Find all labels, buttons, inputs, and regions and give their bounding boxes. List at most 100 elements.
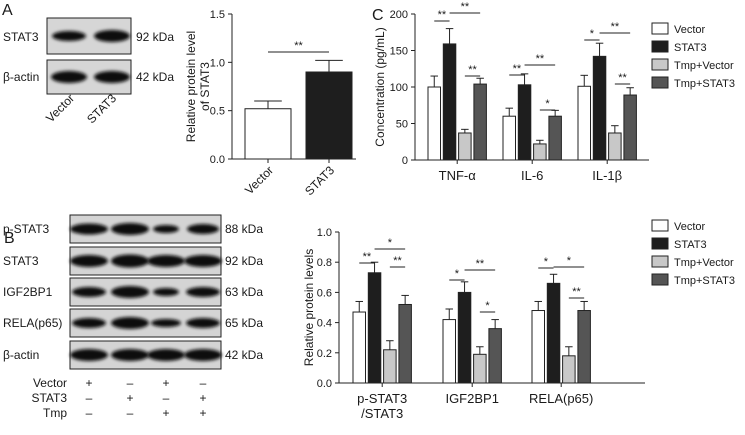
significance-label: ** bbox=[513, 63, 522, 75]
bar bbox=[305, 71, 353, 160]
y-tick-label: 0.8 bbox=[317, 257, 332, 269]
blot-b-band bbox=[187, 224, 219, 234]
blot-a-band bbox=[51, 71, 87, 83]
bar bbox=[473, 353, 487, 384]
bar bbox=[623, 94, 637, 161]
y-tick-label: 0.5 bbox=[210, 106, 225, 118]
legend-label: STAT3 bbox=[674, 239, 707, 251]
bar bbox=[546, 282, 561, 384]
bar bbox=[488, 328, 502, 384]
y-tick-label: 200 bbox=[390, 9, 408, 21]
treatment-mark: – bbox=[127, 406, 134, 420]
significance-label: * bbox=[545, 98, 550, 110]
bar bbox=[427, 86, 441, 161]
blot-b-kda: 92 kDa bbox=[225, 254, 263, 268]
y-tick-label: 150 bbox=[390, 46, 408, 58]
legend-label: Tmp+Vector bbox=[674, 60, 734, 72]
legend-swatch bbox=[651, 58, 669, 71]
legend-label: Vector bbox=[674, 24, 706, 36]
y-tick-label: 1.0 bbox=[317, 227, 332, 239]
chart-a: 0.0 0.5 1.0 1.5 Vector STAT3 ** Relative protei… bbox=[184, 9, 356, 198]
blot-b-kda: 63 kDa bbox=[225, 285, 263, 299]
bar bbox=[244, 108, 292, 160]
x-tick-label: IGF2BP1 bbox=[445, 391, 498, 406]
significance-label: ** bbox=[468, 64, 477, 76]
blot-a-band bbox=[94, 71, 130, 83]
bar bbox=[548, 115, 562, 161]
legend-swatch bbox=[651, 255, 669, 268]
bar bbox=[577, 85, 591, 161]
blot-b-band bbox=[184, 349, 222, 361]
significance-label: ** bbox=[363, 251, 372, 263]
blot-a-kda: 42 kDa bbox=[136, 70, 174, 84]
y-tick-label: 1.0 bbox=[210, 57, 225, 69]
legend-label: Tmp+STAT3 bbox=[674, 78, 735, 90]
significance-label: * bbox=[590, 28, 595, 40]
bar bbox=[352, 311, 366, 384]
blot-b-kda: 88 kDa bbox=[225, 222, 263, 236]
treatment-mark: + bbox=[85, 376, 92, 390]
y-tick-label: 0.6 bbox=[317, 287, 332, 299]
legend-label: Tmp+Vector bbox=[674, 257, 734, 269]
blot-b-band bbox=[72, 287, 106, 297]
blot-b-kda: 42 kDa bbox=[225, 348, 263, 362]
blot-b-band bbox=[70, 223, 108, 235]
blot-b-band bbox=[111, 286, 149, 298]
bar bbox=[592, 55, 607, 161]
significance-label: ** bbox=[536, 53, 545, 65]
significance-label: * bbox=[567, 255, 572, 267]
blot-b-band bbox=[111, 223, 149, 235]
significance-label: ** bbox=[476, 258, 485, 270]
bar bbox=[473, 83, 487, 161]
legend-swatch bbox=[651, 40, 669, 53]
treatment-mark: + bbox=[126, 391, 133, 405]
blot-b-row-label: p-STAT3 bbox=[3, 222, 50, 236]
treatment-mark: – bbox=[86, 406, 93, 420]
blot-b-band bbox=[70, 255, 108, 267]
treatment-mark: – bbox=[127, 376, 134, 390]
blot-b-band bbox=[111, 254, 149, 268]
blot-b-band bbox=[153, 225, 179, 233]
x-tick-label: IL-1β bbox=[592, 168, 622, 183]
bar bbox=[562, 355, 576, 384]
y-tick-label: 0 bbox=[402, 155, 408, 167]
bar bbox=[398, 303, 412, 384]
blot-b-band bbox=[147, 255, 185, 267]
bar bbox=[383, 349, 397, 384]
blot-b-row-label: β-actin bbox=[3, 348, 39, 362]
legend-swatch bbox=[651, 76, 669, 89]
blot-b-band bbox=[151, 319, 181, 327]
blot-a-band bbox=[52, 31, 86, 41]
significance-label: ** bbox=[294, 40, 303, 52]
treatment-mark: + bbox=[199, 391, 206, 405]
blot-a: STAT3 92 kDa β-actin 42 kDa Vector STAT3 bbox=[3, 17, 174, 126]
y-tick-label: 100 bbox=[390, 82, 408, 94]
significance-label: ** bbox=[611, 21, 620, 33]
blot-b-band bbox=[72, 318, 106, 328]
y-axis-title: Relative protein levels bbox=[302, 249, 316, 366]
panel-label-c: C bbox=[372, 7, 384, 24]
bar bbox=[608, 132, 622, 161]
y-tick-label: 0.0 bbox=[317, 378, 332, 390]
x-tick-label: STAT3 bbox=[302, 163, 337, 198]
blot-a-kda: 92 kDa bbox=[136, 30, 174, 44]
blot-a-lane-label: STAT3 bbox=[84, 91, 119, 126]
chart-b: 0.0 0.2 0.4 0.6 0.8 1.0 p-STAT3/STAT3 IGF2BP1 RE… bbox=[302, 219, 735, 421]
blot-b-kda: 65 kDa bbox=[225, 316, 263, 330]
blot-b-band bbox=[186, 287, 220, 297]
x-tick-label: p-STAT3 bbox=[357, 391, 407, 406]
bar bbox=[533, 143, 547, 161]
treatment-mark: – bbox=[163, 391, 170, 405]
legend-swatch bbox=[651, 219, 669, 232]
panel-label-a: A bbox=[2, 2, 13, 19]
legend-label: Vector bbox=[674, 221, 706, 233]
blot-a-row-label: β-actin bbox=[3, 70, 39, 84]
treatment-mark: + bbox=[162, 406, 169, 420]
bar bbox=[577, 310, 591, 384]
legend-label: STAT3 bbox=[674, 42, 707, 54]
treatment-mark: + bbox=[199, 406, 206, 420]
treatment-mark: – bbox=[200, 376, 207, 390]
blot-b-row-label: RELA(p65) bbox=[3, 316, 62, 330]
